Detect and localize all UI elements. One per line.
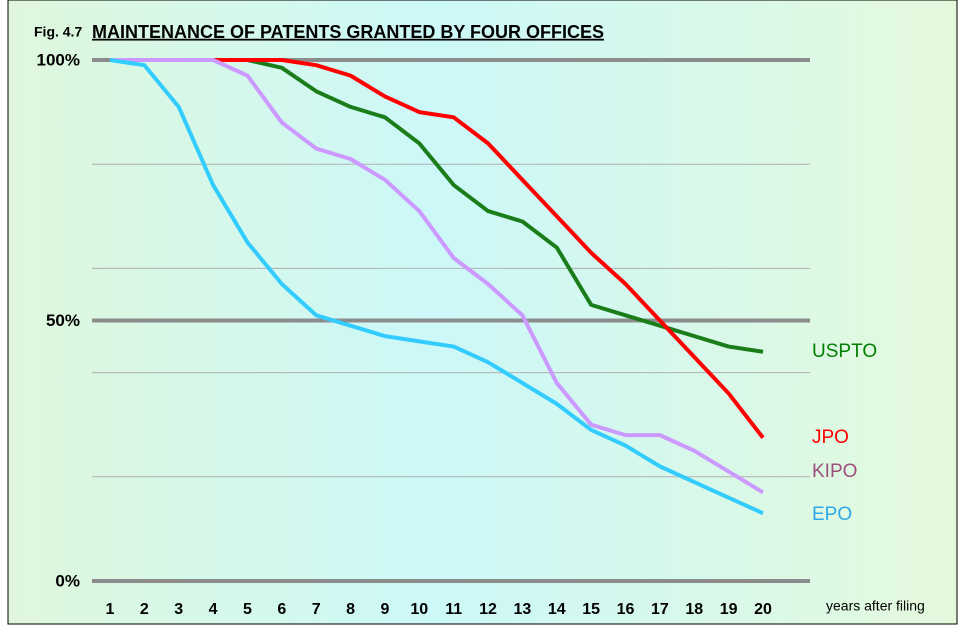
x-tick-label: 5: [243, 601, 252, 618]
x-tick-label: 1: [106, 601, 115, 618]
series-label: EPO: [812, 504, 852, 525]
x-tick-label: 18: [685, 601, 703, 618]
series-label: USPTO: [812, 341, 877, 362]
figure-label: Fig. 4.7: [34, 24, 82, 40]
x-tick-label: 17: [651, 601, 669, 618]
x-tick-label: 3: [174, 601, 183, 618]
x-tick-label: 6: [277, 601, 286, 618]
x-tick-label: 11: [445, 601, 462, 618]
chart-title: MAINTENANCE OF PATENTS GRANTED BY FOUR O…: [92, 22, 604, 42]
x-tick-label: 8: [346, 601, 355, 618]
x-tick-label: 15: [582, 601, 600, 618]
y-tick-label: 100%: [37, 50, 80, 69]
x-axis-label: years after filing: [826, 598, 925, 614]
x-tick-label: 2: [140, 601, 149, 618]
y-tick-label: 0%: [55, 571, 80, 590]
x-tick-label: 9: [380, 601, 389, 618]
x-tick-label: 12: [479, 601, 497, 618]
series-line: [110, 58, 765, 439]
x-tick-label: 13: [514, 601, 532, 618]
x-tick-label: 10: [410, 601, 428, 618]
series-line: [109, 58, 764, 516]
x-tick-label: 20: [754, 601, 772, 618]
y-tick-label: 50%: [46, 311, 80, 330]
x-tick-label: 4: [209, 601, 218, 618]
x-tick-label: 14: [548, 601, 566, 618]
series-label: JPO: [812, 427, 849, 448]
series-label: KIPO: [812, 461, 857, 482]
x-tick-label: 16: [617, 601, 635, 618]
series-line: [110, 58, 765, 495]
x-tick-label: 7: [312, 601, 321, 618]
x-tick-label: 19: [720, 601, 738, 618]
chart-background: [7, 0, 958, 625]
